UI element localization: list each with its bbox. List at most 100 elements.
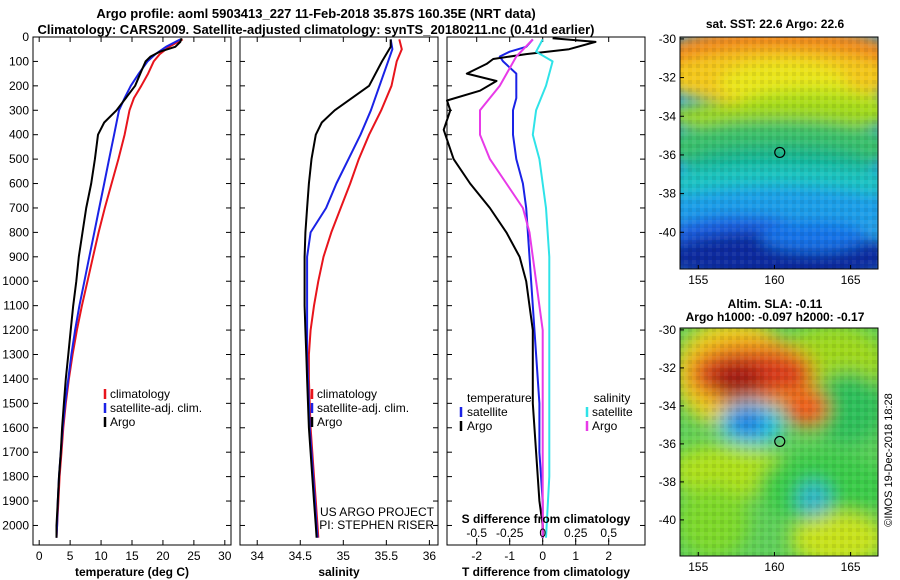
sla_map-panel: 155 160 165 -30 -32 -34 -36 -38 -40 Altim. SLA: -…: [659, 297, 879, 574]
depth-tick-label: 300: [9, 103, 29, 117]
sst_map-title: sat. SST: 22.6 Argo: 22.6: [706, 17, 845, 31]
temperature-xtick-label: 15: [125, 549, 139, 563]
difference-series-satellite: [498, 38, 544, 538]
salinity-axis-tick-label: -0.5: [466, 526, 487, 540]
temperature-frame: [32, 36, 232, 546]
salinity-legend-entry: Argo: [317, 415, 343, 429]
legend-salinity-entry: satellite: [592, 405, 633, 419]
sst_map-ytick-label: -34: [659, 109, 677, 123]
depth-tick-label: 1300: [2, 348, 29, 362]
imos-credit: ©IMOS 19-Dec-2018 18:28: [883, 393, 895, 526]
temperature-xtick-label: 20: [156, 549, 170, 563]
sst_map-panel: 155 160 165 -30 -32 -34 -36 -38 -40 sat. SST: 22.…: [659, 17, 879, 287]
salinity-xtick-label: 35: [337, 549, 351, 563]
sla_map-ytick-label: -32: [659, 361, 677, 375]
project-credit: US ARGO PROJECT: [320, 505, 435, 519]
depth-tick-label: 200: [9, 79, 29, 93]
difference-xtick-label: 0: [539, 549, 546, 563]
sst_map-xtick-label: 160: [764, 273, 784, 287]
depth-tick-label: 600: [9, 177, 29, 191]
sla_map-ytick-label: -36: [659, 437, 677, 451]
depth-tick-label: 1000: [2, 274, 29, 288]
sla_map-argo-marker: [774, 435, 786, 448]
salinity-xtick-label: 34.5: [289, 549, 313, 563]
sla_map-xtick-label: 165: [841, 560, 861, 574]
temperature-xtick-label: 10: [94, 549, 108, 563]
depth-tick-label: 1200: [2, 323, 29, 337]
sla_map-ytick-label: -30: [659, 323, 677, 337]
temperature-xlabel: temperature (deg C): [75, 565, 189, 579]
difference-xtick-label: -1: [504, 549, 515, 563]
salinity-legend-entry: climatology: [317, 387, 377, 401]
depth-tick-label: 900: [9, 250, 29, 264]
depth-tick-label: 400: [9, 128, 29, 142]
temperature-panel: 0 5 10 15 20 25 300100200300400500600700800900…: [2, 30, 232, 579]
depth-tick-label: 500: [9, 152, 29, 166]
difference-panel: -2 -1 0 1 2 T difference from climatology temp…: [442, 36, 646, 579]
salinity-frame: [239, 36, 439, 546]
sla_map-ytick-label: -38: [659, 475, 677, 489]
legend-salinity-entry: Argo: [592, 419, 618, 433]
depth-tick-label: 1500: [2, 396, 29, 410]
salinity-xtick-label: 35.5: [375, 549, 399, 563]
sst_map-xtick-label: 165: [841, 273, 861, 287]
climatology-title: Climatology: CARS2009. Satellite-adjuste…: [37, 22, 595, 37]
depth-tick-label: 0: [22, 30, 29, 44]
depth-tick-label: 1700: [2, 445, 29, 459]
difference-frame: [446, 36, 646, 546]
difference-series-argo: [442, 37, 597, 538]
sst_map-ytick-label: -30: [659, 32, 677, 46]
sla_map-title: Altim. SLA: -0.11: [728, 297, 823, 311]
sla_map-ytick-label: -34: [659, 399, 677, 413]
temperature-xtick-label: 5: [67, 549, 74, 563]
salinity-axis-tick-label: -0.25: [496, 526, 524, 540]
depth-tick-label: 1900: [2, 494, 29, 508]
salinity-series-argo: [303, 39, 392, 538]
difference-xlabel: T difference from climatology: [462, 565, 630, 579]
profile-title: Argo profile: aoml 5903413_227 11-Feb-20…: [96, 6, 536, 21]
sla_map-subtitle: Argo h1000: -0.097 h2000: -0.17: [686, 310, 865, 324]
salinity-panel: 34 34.5 35 35.5 36 salinity climatologysatelli…: [239, 36, 439, 579]
temperature-legend-entry: Argo: [110, 415, 136, 429]
salinity-axis-tick-label: 0: [539, 526, 546, 540]
sst_map-field: [680, 37, 878, 269]
legend-salinity-title: salinity: [594, 391, 631, 405]
legend-temperature-entry: Argo: [467, 419, 493, 433]
temperature-xtick-label: 30: [218, 549, 232, 563]
difference-series-argo: [479, 38, 544, 538]
sst_map-ytick-label: -38: [659, 187, 677, 201]
temperature-xtick-label: 25: [187, 549, 201, 563]
sst_map-argo-marker: [774, 146, 786, 159]
depth-tick-label: 800: [9, 225, 29, 239]
difference-series-satellite: [531, 38, 554, 538]
depth-tick-label: 2000: [2, 518, 29, 532]
salinity-axis-tick-label: 0.25: [564, 526, 588, 540]
legend-temperature-title: temperature: [467, 391, 532, 405]
sla_map-xtick-label: 160: [764, 560, 784, 574]
sla_map-frame: [679, 327, 879, 557]
temperature-series-argo: [55, 37, 183, 538]
sla_map-field: [680, 328, 878, 556]
sst_map-xtick-label: 155: [688, 273, 708, 287]
salinity-xtick-label: 36: [423, 549, 437, 563]
salinity-axis-tick-label: 0.5: [600, 526, 617, 540]
project-credit: PI: STEPHEN RISER: [319, 518, 434, 532]
difference-xtick-label: 1: [572, 549, 579, 563]
legend-temperature-entry: satellite: [467, 405, 508, 419]
salinity-axis-label: S difference from climatology: [462, 512, 631, 526]
depth-tick-label: 1400: [2, 372, 29, 386]
sst_map-ytick-label: -40: [659, 225, 677, 239]
depth-tick-label: 100: [9, 54, 29, 68]
depth-tick-label: 1800: [2, 470, 29, 484]
sst_map-frame: [679, 36, 879, 270]
depth-tick-label: 1100: [3, 299, 29, 313]
depth-tick-label: 700: [9, 201, 29, 215]
sst_map-texture: [680, 37, 878, 269]
temperature-legend-entry: climatology: [110, 387, 170, 401]
sla_map-ytick-label: -40: [659, 513, 677, 527]
temperature-legend-entry: satellite-adj. clim.: [110, 401, 202, 415]
sst_map-ytick-label: -36: [659, 148, 677, 162]
salinity-xlabel: salinity: [318, 565, 360, 579]
difference-xtick-label: -2: [471, 549, 482, 563]
